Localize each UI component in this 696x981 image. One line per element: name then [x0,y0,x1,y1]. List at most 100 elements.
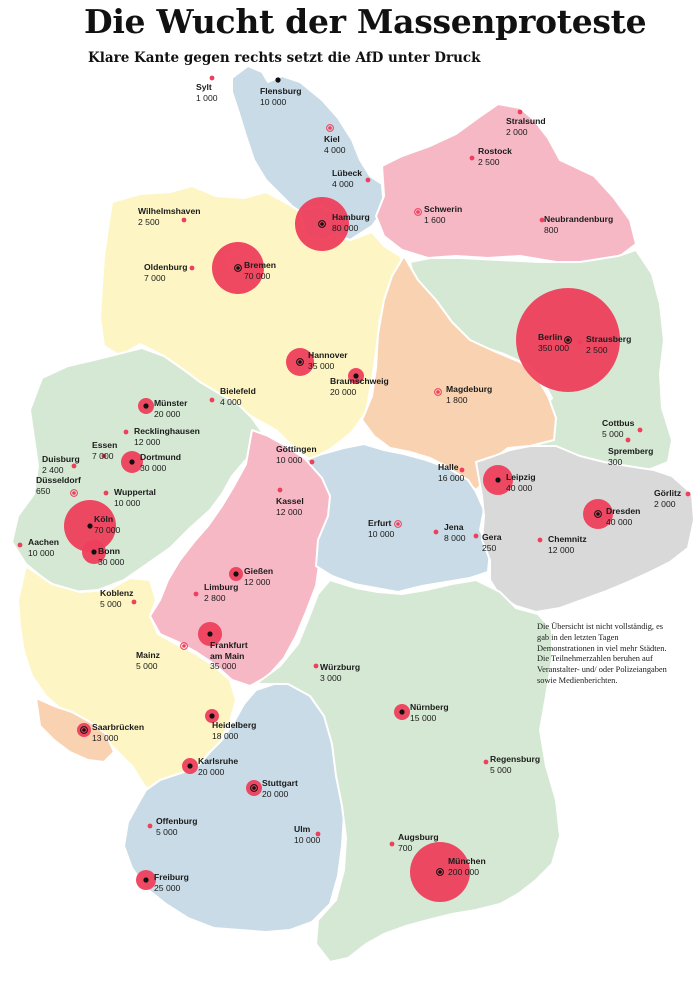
city-participants: 800 [544,224,559,235]
city-label-karlsruhe: Karlsruhe 20 000 [198,756,238,777]
city-label-neubrandenburg: Neubrandenburg 800 [544,214,613,235]
capital-marker-hannover [296,358,304,366]
city-participants: 8 000 [444,532,466,543]
city-label-erfurt: Erfurt 10 000 [368,518,394,539]
city-participants: 10 000 [368,528,395,539]
city-marker-sylt [209,75,215,81]
city-name: Sylt [196,82,212,92]
city-name: Saarbrücken [92,722,145,732]
city-marker-luebeck [365,177,371,183]
city-participants: 12 000 [548,544,575,555]
city-marker-neubrandenburg [539,217,545,223]
states-layer [11,65,695,963]
city-label-berlin: Berlin 350 000 [538,332,569,353]
city-label-koblenz: Koblenz 5 000 [100,588,133,609]
city-label-freiburg: Freiburg 25 000 [154,872,189,893]
city-participants: 20 000 [154,408,181,419]
city-marker-goerlitz [685,491,691,497]
city-label-gera: Gera 250 [482,532,502,553]
city-marker-augsburg [389,841,395,847]
city-name: Bremen [244,260,276,270]
capital-marker-mainz [180,642,188,650]
city-name: Wilhelmshaven [138,206,201,216]
page-subtitle: Klare Kante gegen rechts setzt die AfD u… [88,50,481,66]
city-name: Bonn [98,546,120,556]
city-label-muenster: Münster 20 000 [154,398,187,419]
city-marker-braunschweig [353,373,359,379]
capital-marker-berlin [564,336,572,344]
city-label-kiel: Kiel 4 000 [324,134,346,155]
capital-marker-duesseldorf [70,489,78,497]
city-name: Halle [438,462,459,472]
city-participants: 5 000 [490,764,512,775]
city-participants: 40 000 [506,482,533,493]
city-marker-jena [433,529,439,535]
city-label-stuttgart: Stuttgart 20 000 [262,778,298,799]
city-participants: 7 000 [92,450,114,461]
city-marker-wilhelmshaven [181,217,187,223]
city-label-essen: Essen 7 000 [92,440,117,461]
city-marker-ulm [315,831,321,837]
markers-layer [17,75,691,883]
city-label-nuernberg: Nürnberg 15 000 [410,702,449,723]
city-label-ulm: Ulm 10 000 [294,824,320,845]
city-label-augsburg: Augsburg 700 [398,832,439,853]
city-marker-essen [101,453,107,459]
city-participants: 10 000 [276,454,303,465]
city-marker-flensburg [275,77,281,83]
city-label-chemnitz: Chemnitz 12 000 [548,534,587,555]
capital-marker-dresden [594,510,602,518]
city-label-jena: Jena 8 000 [444,522,466,543]
city-name: Düsseldorf [36,475,81,485]
city-label-recklinghausen: Recklinghausen 12 000 [134,426,200,447]
city-participants: 12 000 [134,436,161,447]
city-marker-recklinghausen [123,429,129,435]
city-marker-giessen [233,571,239,577]
city-participants: 650 [36,485,51,496]
city-marker-freiburg [143,877,149,883]
city-marker-muenster [143,403,149,409]
city-participants: 20 000 [198,766,225,777]
city-name: Flensburg [260,86,302,96]
city-label-heidelberg: Heidelberg 18 000 [212,720,256,741]
city-participants: 70 000 [94,524,121,535]
state-mv [375,103,637,263]
city-label-wuerzburg: Würzburg 3 000 [320,662,360,683]
city-label-dortmund: Dortmund 30 000 [140,452,181,473]
city-name: Hannover [308,350,348,360]
city-marker-halle [459,467,465,473]
city-label-magdeburg: Magdeburg 1 800 [446,384,492,405]
city-participants: 7 000 [144,272,166,283]
city-marker-bielefeld [209,397,215,403]
city-participants: 200 000 [448,866,480,877]
city-name: Gießen [244,566,274,576]
city-name: Stuttgart [262,778,298,788]
city-participants: 12 000 [276,506,303,517]
city-participants: 35 000 [308,360,335,371]
city-participants: 2 500 [138,216,160,227]
city-name: Rostock [478,146,512,156]
city-participants: 30 000 [140,462,167,473]
city-name: Augsburg [398,832,439,842]
city-participants: 10 000 [114,497,141,508]
city-name-line: am Main [210,650,245,661]
city-name: Essen [92,440,118,450]
city-name: Kiel [324,134,340,144]
city-label-bremen: Bremen 70 000 [244,260,276,281]
page-title: Die Wucht der Massenproteste [84,2,647,41]
city-name: Kassel [276,496,304,506]
city-participants: 35 000 [210,661,237,671]
city-label-regensburg: Regensburg 5 000 [490,754,540,775]
city-label-oldenburg: Oldenburg 7 000 [144,262,187,283]
city-participants: 5 000 [100,598,122,609]
city-participants: 15 000 [410,712,437,723]
city-label-koeln: Köln 70 000 [94,514,120,535]
city-label-mainz: Mainz 5 000 [136,650,160,671]
city-label-braunschweig: Braunschweig 20 000 [330,376,389,397]
capital-marker-muenchen [436,868,444,876]
city-marker-stralsund [517,109,523,115]
city-participants: 70 000 [244,270,271,281]
city-participants: 20 000 [330,386,357,397]
city-name: Heidelberg [212,720,257,730]
